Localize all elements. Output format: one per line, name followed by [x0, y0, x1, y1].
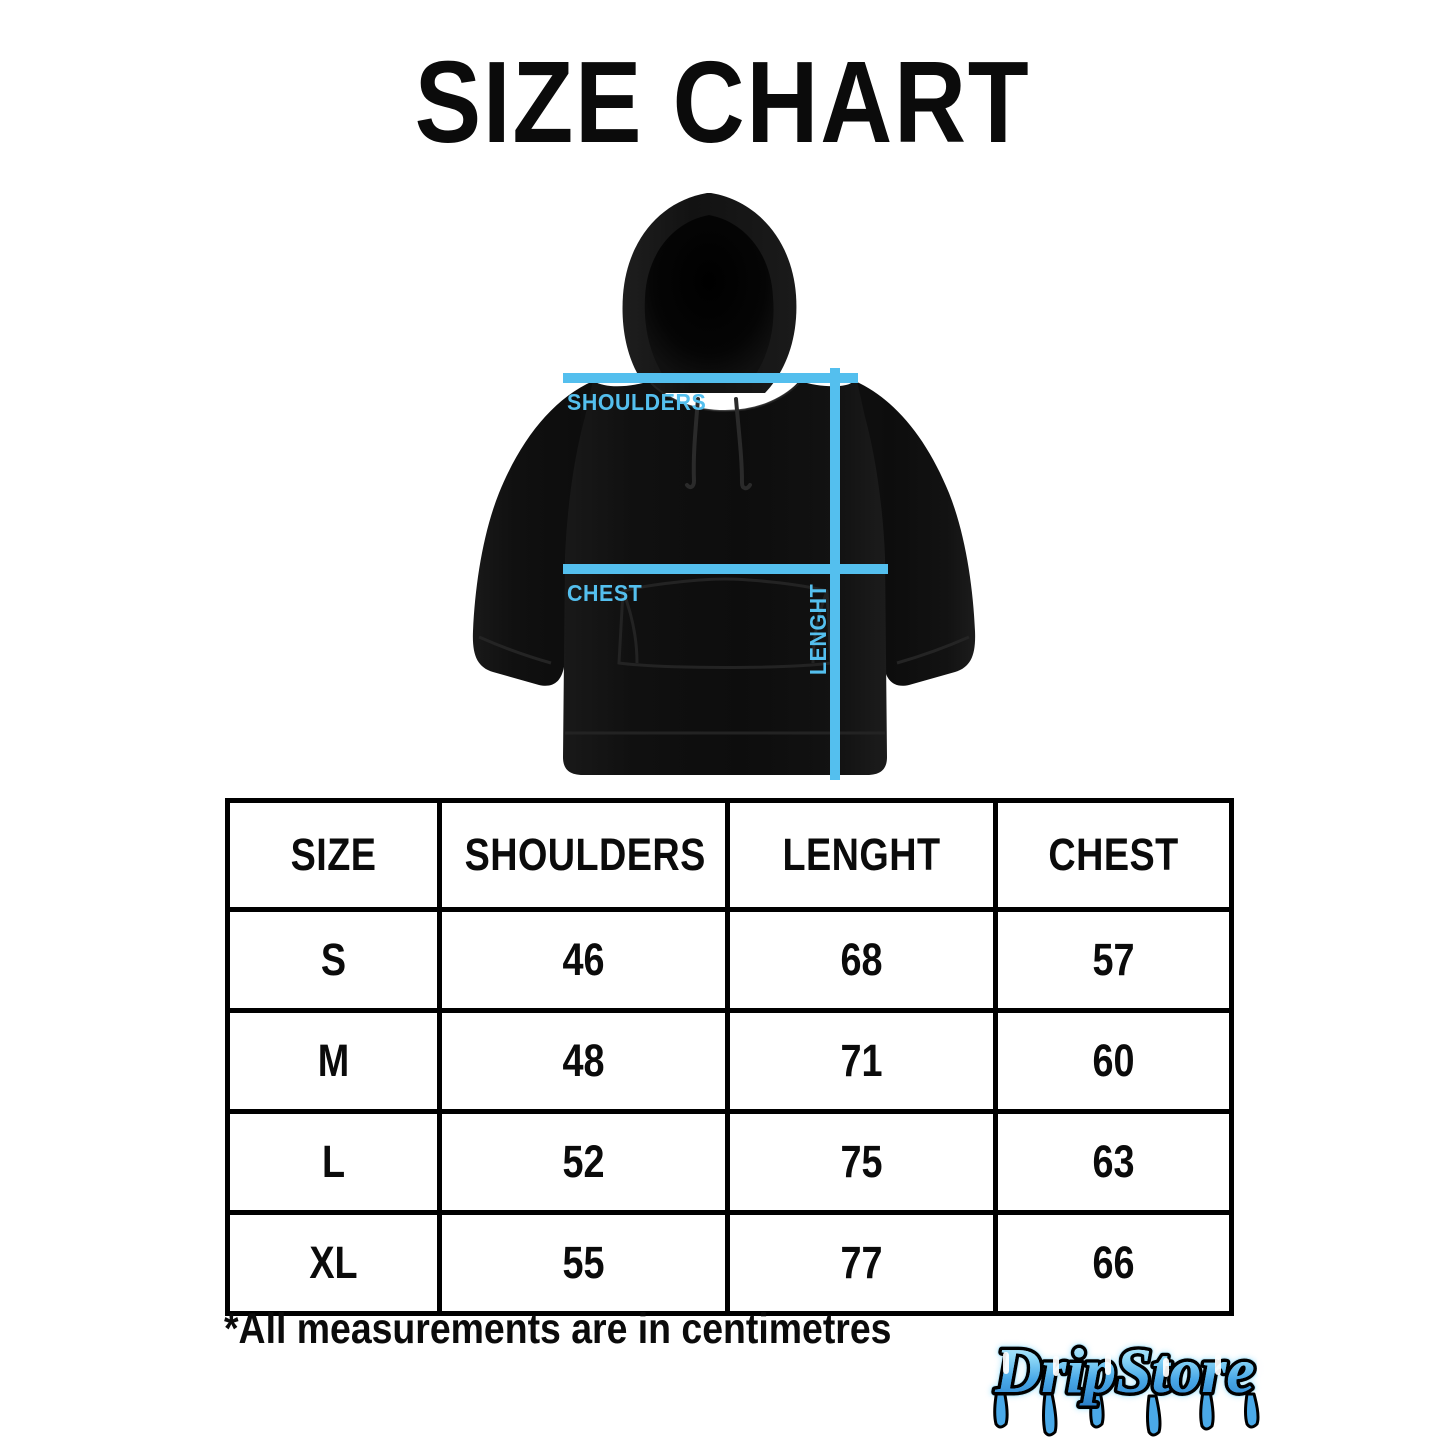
measurement-units-footnote: *All measurements are in centimetres — [224, 1305, 892, 1353]
cell-shoulders: 55 — [437, 1210, 730, 1316]
table-row: M 48 71 60 — [225, 1008, 1234, 1114]
size-table: SIZE SHOULDERS LENGHT CHEST S 46 68 57 — [225, 798, 1234, 1316]
header-cell-chest: CHEST — [993, 798, 1234, 912]
cell-shoulders: 48 — [437, 1008, 730, 1114]
dripstore-logo: DripStore DripStore DripStore — [960, 1312, 1290, 1440]
cell-length: 68 — [725, 907, 998, 1013]
svg-text:DripStore: DripStore — [994, 1335, 1255, 1406]
cell-chest: 60 — [993, 1008, 1234, 1114]
header-label-shoulders: SHOULDERS — [464, 829, 706, 880]
table-row: S 46 68 57 — [225, 907, 1234, 1013]
cell-chest: 66 — [993, 1210, 1234, 1316]
header-label-length: LENGHT — [782, 829, 941, 880]
svg-text:DripStore: DripStore — [994, 1335, 1255, 1406]
header-cell-length: LENGHT — [725, 798, 998, 912]
dripstore-logo-graphic: DripStore DripStore DripStore — [990, 1331, 1263, 1437]
header-label-size: SIZE — [290, 829, 377, 880]
header-cell-size: SIZE — [225, 798, 442, 912]
table-row: XL 55 77 66 — [225, 1210, 1234, 1316]
table-row: L 52 75 63 — [225, 1109, 1234, 1215]
svg-text:DripStore: DripStore — [994, 1335, 1255, 1406]
cell-length: 75 — [725, 1109, 998, 1215]
cell-size: M — [225, 1008, 442, 1114]
page-title: SIZE CHART — [414, 37, 1031, 167]
header-label-chest: CHEST — [1048, 829, 1179, 880]
cell-size: L — [225, 1109, 442, 1215]
header-cell-shoulders: SHOULDERS — [437, 798, 730, 912]
hoodie-diagram: SHOULDERS CHEST LENGHT — [455, 185, 995, 790]
cell-shoulders: 46 — [437, 907, 730, 1013]
cell-length: 77 — [725, 1210, 998, 1316]
cell-size: S — [225, 907, 442, 1013]
cell-length: 71 — [725, 1008, 998, 1114]
size-table-container: SIZE SHOULDERS LENGHT CHEST S 46 68 57 — [225, 798, 1234, 1316]
hoodie-illustration — [472, 193, 976, 775]
cell-size: XL — [225, 1210, 442, 1316]
cell-chest: 57 — [993, 907, 1234, 1013]
cell-chest: 63 — [993, 1109, 1234, 1215]
table-header-row: SIZE SHOULDERS LENGHT CHEST — [225, 798, 1234, 912]
cell-shoulders: 52 — [437, 1109, 730, 1215]
